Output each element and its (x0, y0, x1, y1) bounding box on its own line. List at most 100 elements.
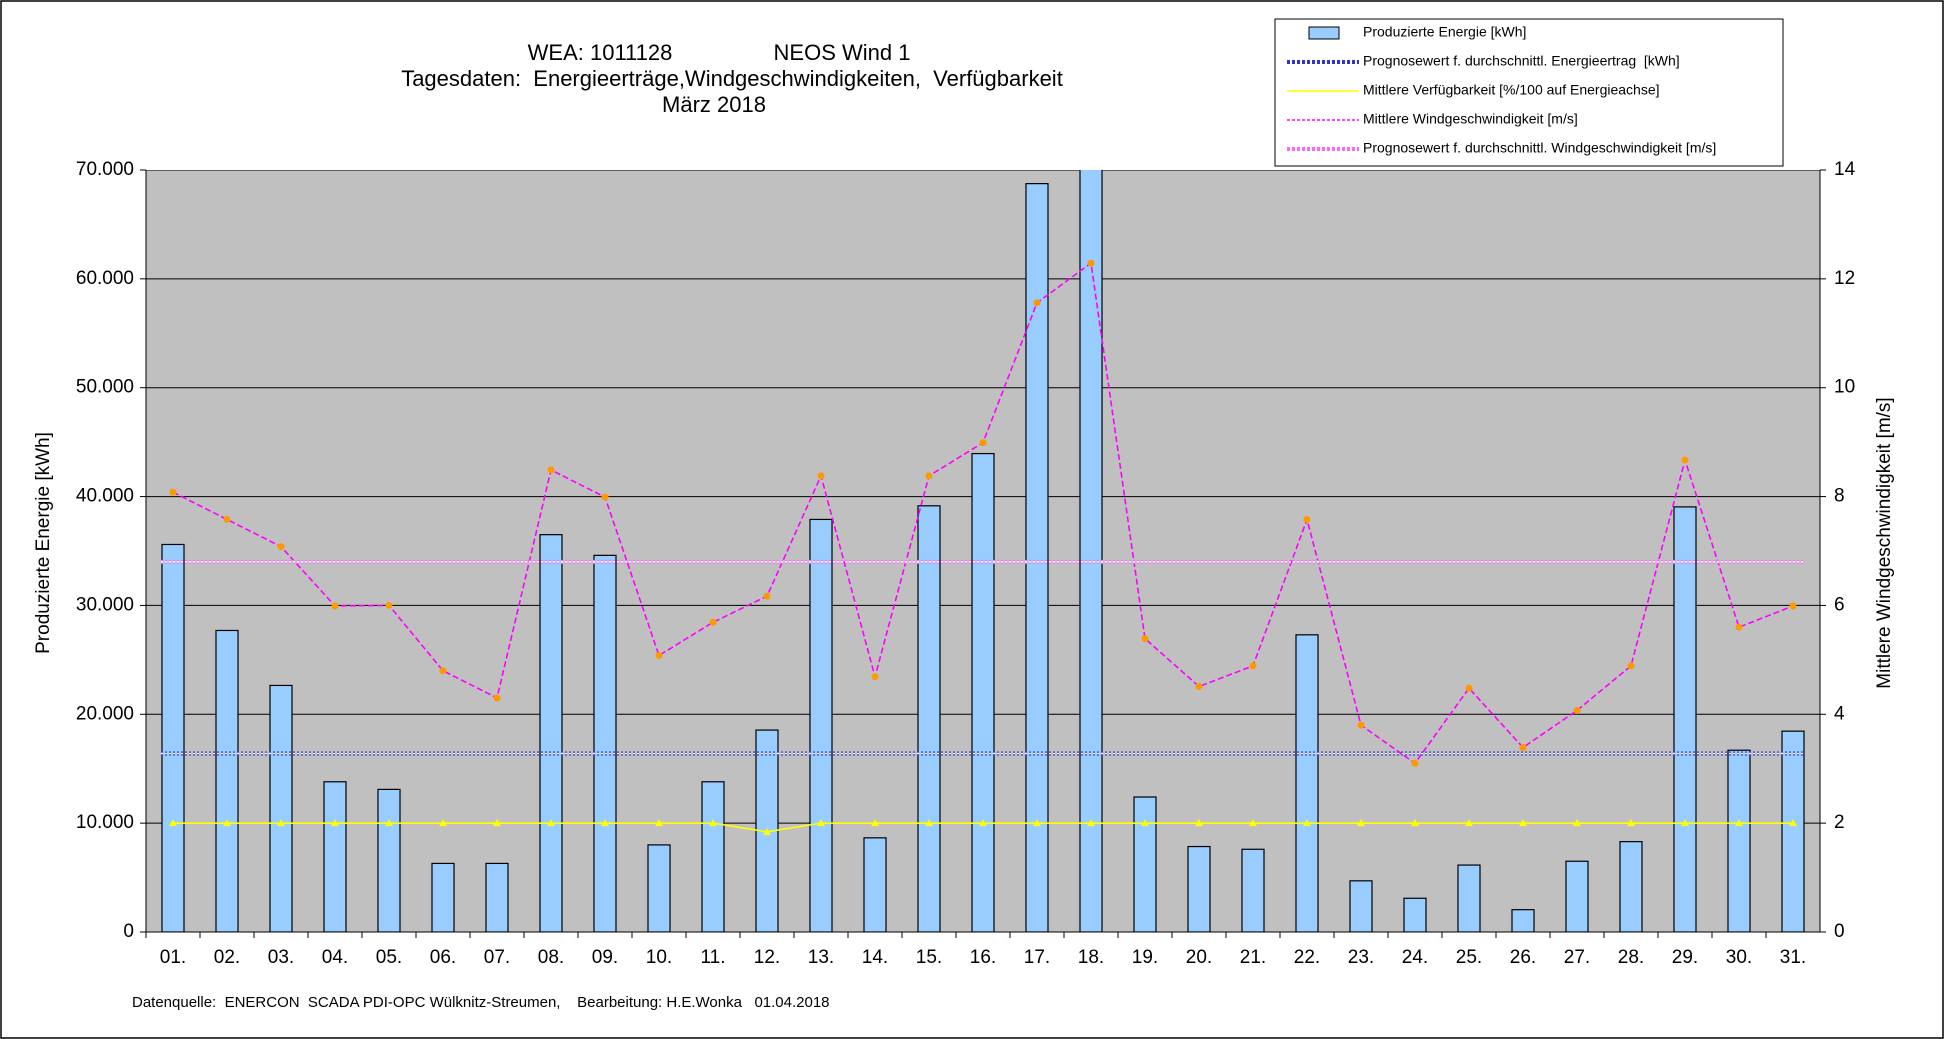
marker (1627, 662, 1635, 670)
bar (1727, 749, 1751, 932)
y2-tick-label: 8 (1834, 486, 1845, 507)
y-axis-title: Produzierte Energie [kWh] (33, 432, 54, 654)
y2-tick-label: 4 (1834, 703, 1845, 724)
marker (1195, 819, 1203, 827)
x-tick-label: 16. (970, 947, 996, 968)
marker (277, 819, 285, 827)
x-tick-label: 17. (1024, 947, 1050, 968)
bar (701, 781, 725, 932)
bar (1511, 909, 1535, 932)
marker (763, 592, 771, 600)
marker (817, 819, 825, 827)
bar (917, 505, 941, 932)
bar (647, 844, 671, 932)
x-tick-label: 27. (1564, 947, 1590, 968)
marker (1573, 819, 1581, 827)
chart-period: März 2018 (662, 92, 766, 117)
marker (1141, 819, 1149, 827)
marker (331, 819, 339, 827)
x-tick-label: 12. (754, 947, 780, 968)
marker (979, 819, 987, 827)
bar (1457, 864, 1481, 932)
y-tick-label: 50.000 (76, 377, 134, 398)
marker (1681, 819, 1689, 827)
marker (1789, 819, 1797, 827)
marker (1465, 819, 1473, 827)
marker (1357, 721, 1365, 729)
y-tick-label: 70.000 (76, 159, 134, 180)
marker (1681, 456, 1689, 464)
marker (709, 618, 717, 626)
bar (485, 862, 509, 932)
y-tick-label: 60.000 (76, 268, 134, 289)
marker (1087, 819, 1095, 827)
bar (1079, 170, 1103, 932)
marker (709, 819, 717, 827)
marker (817, 472, 825, 480)
x-tick-label: 03. (268, 947, 294, 968)
y-tick-label: 20.000 (76, 703, 134, 724)
bar (1241, 848, 1265, 932)
x-tick-label: 24. (1402, 947, 1428, 968)
bar (1565, 860, 1589, 932)
legend (1274, 18, 1784, 167)
bar (809, 518, 833, 932)
marker (1789, 602, 1797, 610)
bar (1673, 506, 1697, 932)
bar (1403, 897, 1427, 932)
x-tick-label: 29. (1672, 947, 1698, 968)
y-tick-label: 10.000 (76, 812, 134, 833)
marker (223, 819, 231, 827)
x-tick-label: 11. (700, 947, 725, 968)
bar (161, 543, 185, 932)
bar (377, 788, 401, 932)
marker (547, 819, 555, 827)
marker (979, 439, 987, 447)
legend-swatch (1308, 26, 1340, 40)
marker (1627, 819, 1635, 827)
marker (1249, 662, 1257, 670)
y2-tick-label: 2 (1834, 812, 1845, 833)
marker (385, 819, 393, 827)
bar (1349, 880, 1373, 932)
bar (1187, 845, 1211, 932)
marker (385, 601, 393, 609)
x-tick-label: 09. (592, 947, 618, 968)
y2-tick-label: 14 (1834, 159, 1856, 180)
y-tick-label: 30.000 (76, 594, 134, 615)
bar (863, 837, 887, 932)
marker (1357, 819, 1365, 827)
marker (1303, 515, 1311, 523)
x-tick-label: 18. (1078, 947, 1104, 968)
marker (1303, 819, 1311, 827)
bar (431, 862, 455, 932)
y2-tick-label: 12 (1834, 268, 1855, 289)
y2-tick-label: 6 (1834, 594, 1845, 615)
x-tick-label: 25. (1456, 947, 1482, 968)
x-tick-label: 15. (916, 947, 942, 968)
marker (925, 472, 933, 480)
x-tick-label: 30. (1726, 947, 1752, 968)
x-tick-label: 20. (1186, 947, 1212, 968)
chart-subtitle: Tagesdaten: Energieerträge,Windgeschwind… (401, 66, 1063, 91)
marker (439, 667, 447, 675)
x-tick-label: 26. (1510, 947, 1536, 968)
x-tick-label: 02. (214, 947, 240, 968)
chart-title: WEA: 1011128 (528, 40, 673, 65)
marker (493, 694, 501, 702)
x-tick-label: 21. (1240, 947, 1266, 968)
x-tick-label: 13. (808, 947, 834, 968)
x-tick-label: 22. (1294, 947, 1320, 968)
x-tick-label: 23. (1348, 947, 1374, 968)
bar (269, 684, 293, 932)
x-tick-label: 06. (430, 947, 456, 968)
legend-label: Prognosewert f. durchschnittl. Windgesch… (1363, 140, 1716, 156)
marker (547, 466, 555, 474)
marker (169, 819, 177, 827)
marker (439, 819, 447, 827)
bar (215, 629, 239, 932)
bar (971, 452, 995, 932)
bar (539, 534, 563, 932)
x-tick-label: 01. (160, 947, 186, 968)
marker (1087, 259, 1095, 267)
